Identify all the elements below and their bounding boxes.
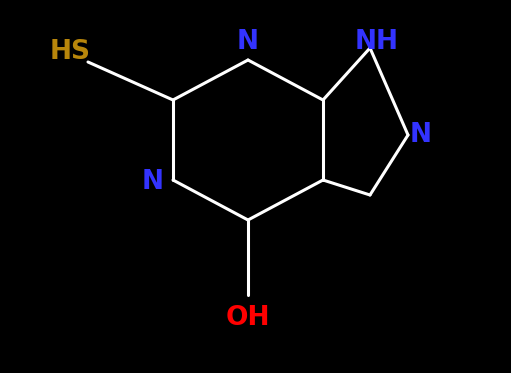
Text: N: N [142, 169, 164, 195]
Text: N: N [237, 29, 259, 55]
Text: OH: OH [226, 305, 270, 331]
Text: N: N [410, 122, 432, 148]
Text: HS: HS [50, 39, 91, 65]
Text: NH: NH [355, 29, 399, 55]
